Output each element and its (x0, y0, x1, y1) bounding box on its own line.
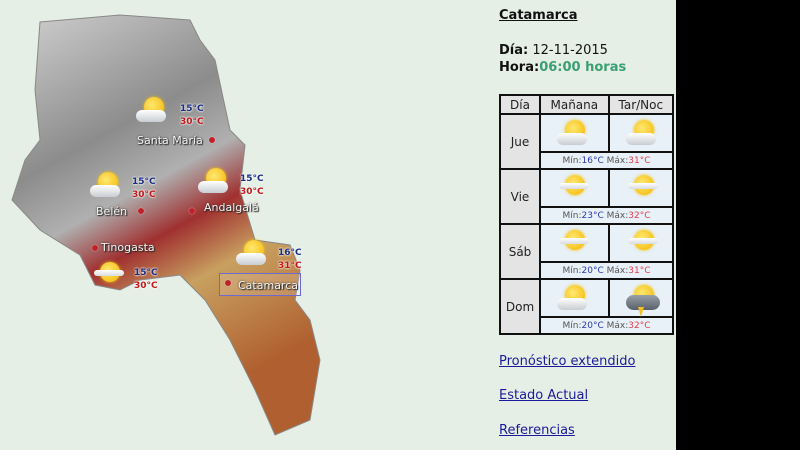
min-label: Mín: (562, 155, 582, 166)
min-value: 20°C (581, 320, 604, 331)
city-title: Catamarca (499, 8, 578, 23)
morning-cell (539, 113, 610, 153)
max-value: 32°C (628, 210, 651, 221)
afternoon-cell (607, 168, 675, 208)
belen-max: 30°C (132, 190, 156, 200)
sun-haze-icon (626, 175, 660, 203)
santa-maria-min: 15°C (180, 104, 204, 114)
andalgala-max: 30°C (240, 187, 264, 197)
tinogasta-min: 15°C (134, 268, 158, 278)
day-cell: Dom (499, 278, 541, 335)
time-label: Hora: (499, 60, 540, 75)
max-value: 31°C (628, 155, 651, 166)
santa-maria-max: 30°C (180, 117, 204, 127)
minmax-row: Mín:20°C Máx:32°C (500, 316, 674, 335)
time-line: Hora:06:00 horas (499, 60, 626, 75)
header-afternoon: Tar/Noc (607, 94, 675, 115)
header-morning: Mañana (539, 94, 610, 115)
minmax-row: Mín:20°C Máx:31°C (500, 261, 674, 280)
minmax-cell: Mín:20°C Máx:31°C (539, 261, 674, 280)
morning-cell (539, 168, 610, 208)
sun-cloud-icon (557, 120, 591, 148)
date-label: Día: (499, 43, 529, 58)
tinogasta-max: 30°C (134, 281, 158, 291)
max-label: Máx: (606, 265, 629, 276)
afternoon-cell (607, 113, 675, 153)
table-row: Jue (499, 113, 675, 170)
city-marker[interactable] (209, 137, 215, 143)
sun-haze-icon (557, 175, 591, 203)
sun-cloud-icon (198, 168, 232, 196)
city-tinogasta[interactable]: Tinogasta (101, 241, 155, 254)
city-marker[interactable] (225, 280, 231, 286)
afternoon-cell (607, 223, 675, 263)
belen-min: 15°C (132, 177, 156, 187)
day-cell: Jue (499, 113, 541, 170)
morning-cell (539, 223, 610, 263)
day-cell: Vie (499, 168, 541, 225)
link-referencias[interactable]: Referencias (499, 423, 575, 438)
table-row: Sáb (499, 223, 675, 280)
min-label: Mín: (562, 210, 582, 221)
date-value: 12-11-2015 (532, 43, 608, 58)
afternoon-cell (607, 278, 675, 318)
forecast-table: Día Mañana Tar/Noc Jue Mín:16°C Máx:31°C… (499, 94, 675, 335)
max-label: Máx: (606, 210, 629, 221)
sun-cloud-icon (557, 285, 591, 313)
sun-haze-icon (557, 230, 591, 258)
city-santa-maria[interactable]: Santa María (137, 134, 203, 147)
morning-cell (539, 278, 610, 318)
table-row: Dom (499, 278, 675, 335)
minmax-cell: Mín:16°C Máx:31°C (539, 151, 674, 170)
min-label: Mín: (562, 320, 582, 331)
province-map[interactable] (0, 0, 490, 450)
max-value: 31°C (628, 265, 651, 276)
city-catamarca[interactable]: Catamarca (238, 279, 299, 292)
minmax-row: Mín:23°C Máx:32°C (500, 206, 674, 225)
city-andalgala[interactable]: Andalgalá (204, 201, 259, 214)
city-marker[interactable] (189, 208, 195, 214)
city-belen[interactable]: Belén (96, 205, 128, 218)
table-row: Vie (499, 168, 675, 225)
table-header: Día Mañana Tar/Noc (499, 94, 675, 115)
minmax-cell: Mín:20°C Máx:32°C (539, 316, 674, 335)
province-shape (11, 14, 321, 436)
time-value: 06:00 horas (539, 60, 627, 75)
min-value: 16°C (581, 155, 604, 166)
sun-haze-icon (92, 262, 126, 290)
storm-icon (625, 285, 660, 317)
min-value: 20°C (581, 265, 604, 276)
max-value: 32°C (628, 320, 651, 331)
link-pronostico-extendido[interactable]: Pronóstico extendido (499, 354, 636, 369)
min-label: Mín: (562, 265, 582, 276)
selected-city-box[interactable] (219, 273, 301, 296)
max-label: Máx: (606, 320, 629, 331)
sun-cloud-icon (90, 172, 124, 200)
catamarca-max: 31°C (278, 261, 302, 271)
min-value: 23°C (581, 210, 604, 221)
sun-cloud-icon (136, 97, 170, 125)
sun-cloud-icon (236, 240, 270, 268)
sun-cloud-icon (625, 120, 660, 148)
day-cell: Sáb (499, 223, 541, 280)
max-label: Máx: (606, 155, 629, 166)
catamarca-min: 16°C (278, 248, 302, 258)
city-marker[interactable] (92, 245, 98, 251)
black-bar (676, 0, 800, 450)
date-line: Día: 12-11-2015 (499, 43, 608, 58)
sun-haze-icon (626, 230, 660, 258)
andalgala-min: 15°C (240, 174, 264, 184)
city-marker[interactable] (138, 208, 144, 214)
minmax-row: Mín:16°C Máx:31°C (500, 151, 674, 170)
header-day: Día (499, 94, 541, 115)
link-estado-actual[interactable]: Estado Actual (499, 388, 589, 403)
minmax-cell: Mín:23°C Máx:32°C (539, 206, 674, 225)
